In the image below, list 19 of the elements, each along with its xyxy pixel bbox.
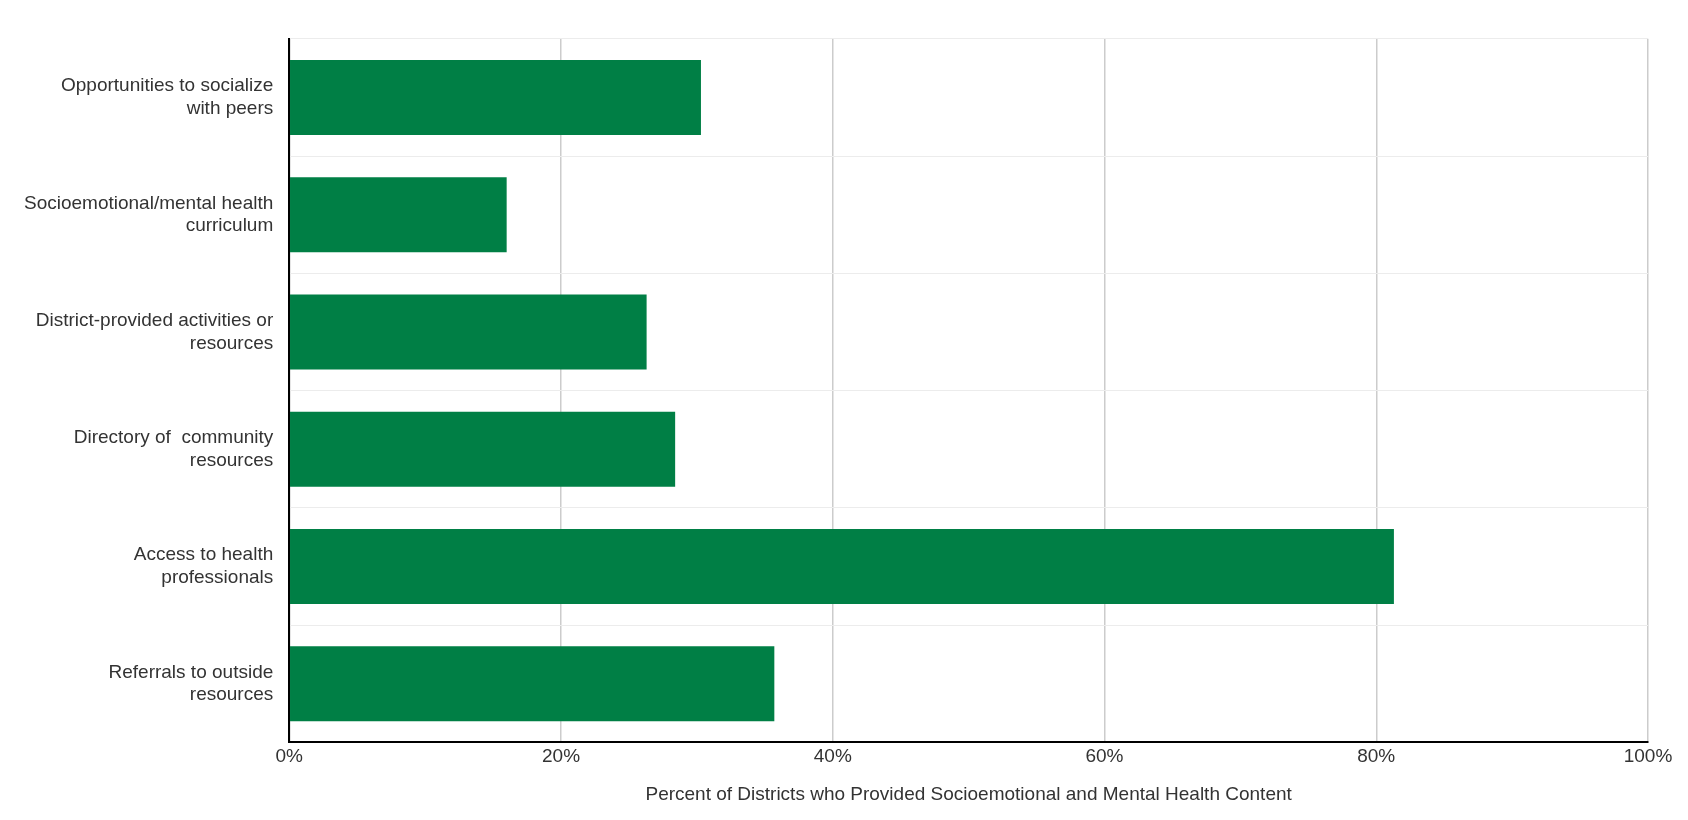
bar <box>290 646 775 722</box>
x-tick-label: 40% <box>813 745 852 767</box>
bar <box>290 294 647 370</box>
y-tick-label: Opportunities to socialize with peers <box>60 74 274 119</box>
y-tick-label: Socioemotional/mental health curriculum <box>24 191 274 236</box>
x-tick-label: 20% <box>542 745 581 767</box>
y-tick-label: Directory of community resources <box>73 426 274 470</box>
x-tick-label: 80% <box>1357 745 1396 767</box>
bar <box>290 528 1394 605</box>
bar <box>290 411 676 487</box>
x-tick-label: 0% <box>275 745 304 767</box>
y-tick-label: Referrals to outside resources <box>108 660 274 705</box>
y-tick-label: District-provided activities or resources <box>35 308 274 353</box>
y-tick-label: Access to health professionals <box>133 543 274 588</box>
bar <box>290 59 701 135</box>
bar <box>290 177 507 253</box>
x-tick-label: 100% <box>1623 745 1673 767</box>
x-axis-title: Percent of Districts who Provided Socioemotional and Mental Health Content <box>645 782 1293 804</box>
x-tick-label: 60% <box>1085 745 1124 767</box>
